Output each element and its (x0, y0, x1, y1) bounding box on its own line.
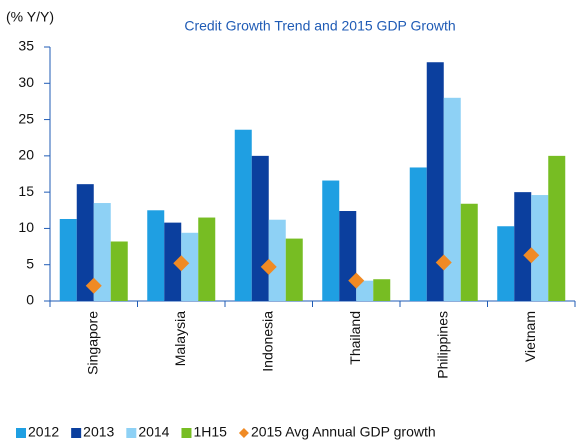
bar (93, 203, 111, 301)
bar (110, 241, 128, 301)
bar (181, 232, 199, 301)
bar (339, 211, 357, 301)
legend-swatch (181, 428, 192, 438)
bar (164, 222, 182, 301)
y-tick-label: 25 (18, 110, 34, 126)
legend-swatch (16, 428, 26, 438)
legend-swatch (126, 428, 137, 438)
x-tick-label: Philippines (434, 311, 450, 379)
bar (251, 155, 269, 301)
bar (514, 192, 532, 301)
y-tick-label: 30 (18, 74, 34, 90)
bar (497, 226, 515, 301)
legend-label: 2014 (138, 424, 169, 440)
gdp-marker (260, 258, 277, 275)
bar (322, 180, 340, 301)
gdp-marker (348, 272, 365, 289)
gdp-marker (435, 254, 452, 271)
y-axis-label: (% Y/Y) (6, 9, 54, 25)
gdp-marker (85, 277, 102, 294)
y-tick-label: 15 (18, 183, 34, 199)
y-tick-label: 10 (18, 219, 34, 235)
bar (268, 219, 286, 301)
bar (76, 184, 94, 301)
x-tick-label: Malaysia (172, 311, 188, 366)
legend-label: 2015 Avg Annual GDP growth (251, 424, 436, 440)
bar (198, 217, 216, 301)
gdp-marker (523, 247, 540, 264)
bar (59, 218, 77, 301)
y-tick-label: 35 (18, 38, 34, 54)
legend-swatch (71, 428, 82, 438)
x-tick-label: Vietnam (522, 311, 538, 362)
bar (409, 167, 427, 301)
bar (531, 195, 549, 301)
x-tick-label: Indonesia (259, 311, 275, 372)
y-tick-label: 0 (26, 292, 34, 308)
legend-label: 1H15 (193, 424, 227, 440)
legend-label: 2013 (83, 424, 114, 440)
x-tick-label: Thailand (347, 311, 363, 365)
y-tick-label: 20 (18, 147, 34, 163)
legend-marker (238, 428, 249, 438)
bar (373, 279, 391, 301)
bar (285, 238, 303, 301)
bar (460, 203, 478, 301)
bar (548, 155, 566, 301)
legend-label: 2012 (28, 424, 59, 440)
bar (426, 62, 444, 301)
bar (356, 280, 374, 301)
bar (147, 210, 165, 301)
bar (234, 129, 252, 301)
x-tick-label: Singapore (84, 311, 100, 375)
bar (443, 97, 461, 301)
y-tick-label: 5 (26, 255, 34, 271)
chart-title: Credit Growth Trend and 2015 GDP Growth (184, 18, 455, 34)
gdp-marker (173, 255, 190, 272)
